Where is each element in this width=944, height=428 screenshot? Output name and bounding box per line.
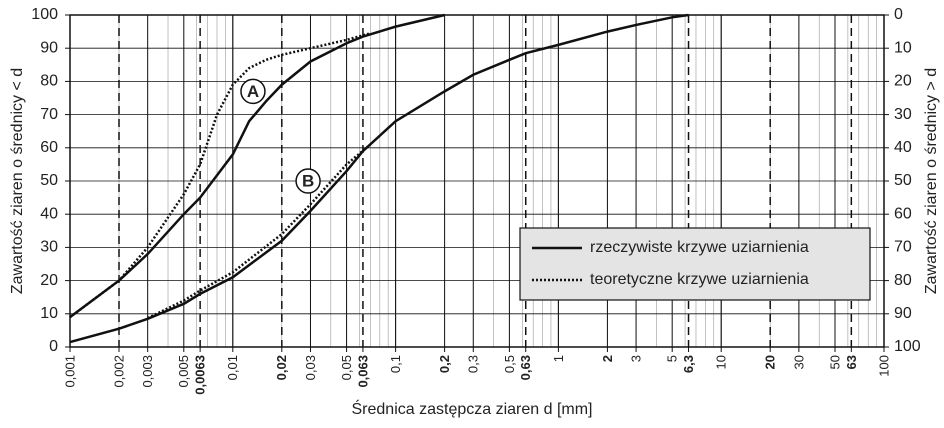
x-tick-label: 10: [714, 355, 729, 369]
x-tick-label: 63: [844, 355, 859, 369]
x-tick-label: 6,3: [681, 355, 696, 373]
x-tick-label: 0,63: [518, 355, 533, 380]
x-tick-label: 30: [791, 355, 806, 369]
y2-tick-label: 30: [894, 106, 912, 123]
y-tick-label: 70: [40, 106, 58, 123]
x-tick-label: 0,3: [466, 355, 481, 373]
x-tick-label: 1: [551, 355, 566, 362]
annotation-circle: [295, 168, 321, 194]
x-tick-label: 2: [600, 355, 615, 362]
curve: [69, 32, 371, 319]
x-tick-label: 0,002: [111, 355, 126, 388]
annotation-label: B: [302, 171, 314, 190]
y2-tick-label: 60: [894, 205, 912, 222]
y2-tick-label: 90: [894, 305, 912, 322]
y-tick-label: 100: [31, 6, 58, 23]
legend-label: rzeczywiste krzywe uziarnienia: [590, 239, 809, 256]
x-tick-label: 0,001: [62, 355, 77, 388]
curve: [69, 13, 445, 319]
x-tick-label: 20: [763, 355, 778, 369]
x-tick-label: 0,05: [339, 355, 354, 380]
x-axis-label: Średnica zastępcza ziaren d [mm]: [352, 399, 593, 418]
plot-frame: [69, 14, 885, 348]
y-axis-label: Zawartość ziaren o średnicy < d: [9, 68, 26, 294]
y-tick-label: 10: [40, 305, 58, 322]
x-tick-label: 0,063: [355, 355, 370, 388]
y-tick-label: 60: [40, 139, 58, 156]
legend: rzeczywiste krzywe uziarnienia teoretyczn…: [519, 227, 871, 301]
x-tick-label: 0,2: [437, 355, 452, 373]
x-tick-label: 0,5: [502, 355, 517, 373]
y2-tick-label: 100: [894, 338, 921, 355]
legend-box: [519, 227, 871, 301]
y2-tick-label: 50: [894, 172, 912, 189]
x-tick-label: 0,0063: [193, 355, 208, 395]
annotation-circle: [240, 78, 266, 105]
x-tick-label: 0,02: [274, 355, 289, 380]
y-tick-label: 50: [40, 172, 58, 189]
y-tick-label: 40: [40, 205, 58, 222]
x-tick-label: 0,003: [140, 355, 155, 388]
x-tick-label: 50: [827, 355, 842, 369]
y-tick-label: 80: [40, 73, 58, 90]
y2-tick-label: 40: [894, 139, 912, 156]
x-tick-label: 100: [876, 355, 891, 377]
curve: [69, 13, 689, 344]
x-tick-label: 0,1: [388, 355, 403, 373]
x-tick-label: 3: [629, 355, 644, 362]
y2-tick-label: 80: [894, 272, 912, 289]
legend-label: teoretyczne krzywe uziarnienia: [590, 271, 809, 288]
y-tick-label: 20: [40, 272, 58, 289]
x-tick-label: 0,01: [225, 355, 240, 380]
y2-axis-label: Zawartość ziaren o średnicy > d: [923, 68, 940, 294]
x-tick-label: 0,005: [176, 355, 191, 388]
y2-tick-label: 20: [894, 73, 912, 90]
x-tick-label: 5: [665, 355, 680, 362]
annotation-label: A: [247, 82, 259, 101]
y2-tick-label: 70: [894, 239, 912, 256]
x-tick-label: 0,03: [303, 355, 318, 380]
y-tick-label: 30: [40, 239, 58, 256]
curve: [147, 143, 372, 320]
y-tick-label: 0: [49, 338, 58, 355]
y2-tick-label: 10: [894, 39, 912, 56]
y-tick-label: 90: [40, 39, 58, 56]
y2-tick-label: 0: [894, 6, 903, 23]
